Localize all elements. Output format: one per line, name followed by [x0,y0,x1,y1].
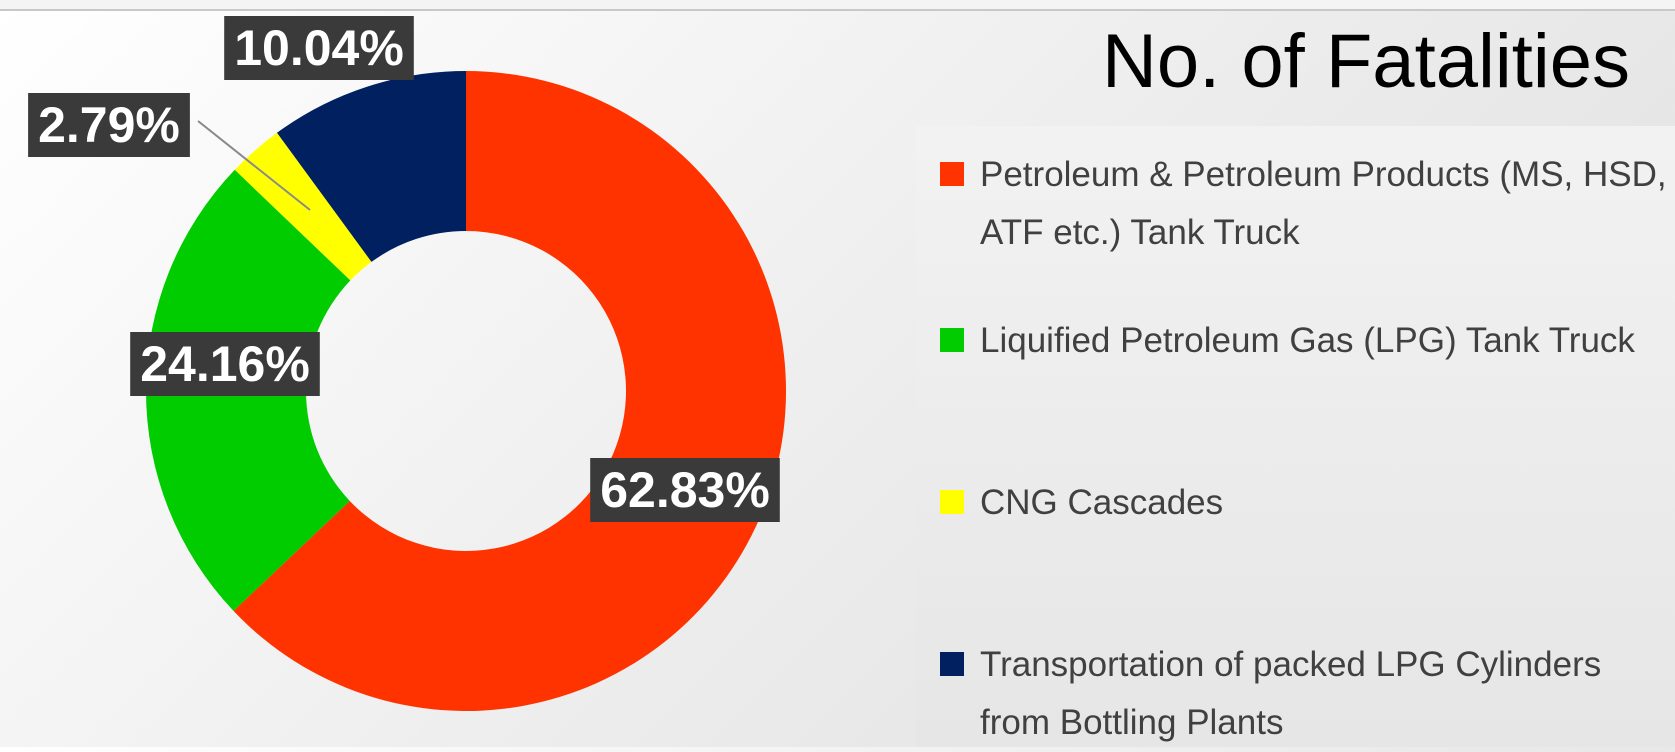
leader-line [197,120,311,211]
data-label: 62.83% [590,458,780,522]
legend-swatch [940,652,964,676]
legend-label: Liquified Petroleum Gas (LPG) Tank Truck [980,321,1635,360]
data-label: 24.16% [130,332,320,396]
top-border [0,0,1675,11]
legend-swatch [940,328,964,352]
data-label: 10.04% [224,16,414,80]
legend-swatch [940,490,964,514]
data-label: 2.79% [28,93,190,157]
legend-label: CNG Cascades [980,483,1224,522]
data-label-text: 2.79% [38,97,180,153]
data-label-box [130,332,320,396]
data-label-text: 24.16% [140,336,310,392]
donut-segment [233,71,786,711]
legend-box [916,126,1675,747]
legend-swatch [940,162,964,186]
donut-segment [276,71,466,262]
data-label-text: 10.04% [234,20,404,76]
legend-label: Petroleum & Petroleum Products (MS, HSD,… [980,155,1667,252]
donut-segment [234,132,372,281]
data-label-box [590,458,780,522]
legend-label: Transportation of packed LPG Cylinders f… [980,645,1602,742]
data-label-box [224,16,414,80]
data-label-text: 62.83% [600,462,770,518]
chart-title: No. of Fatalities [1102,19,1630,104]
data-label-box [28,93,190,157]
